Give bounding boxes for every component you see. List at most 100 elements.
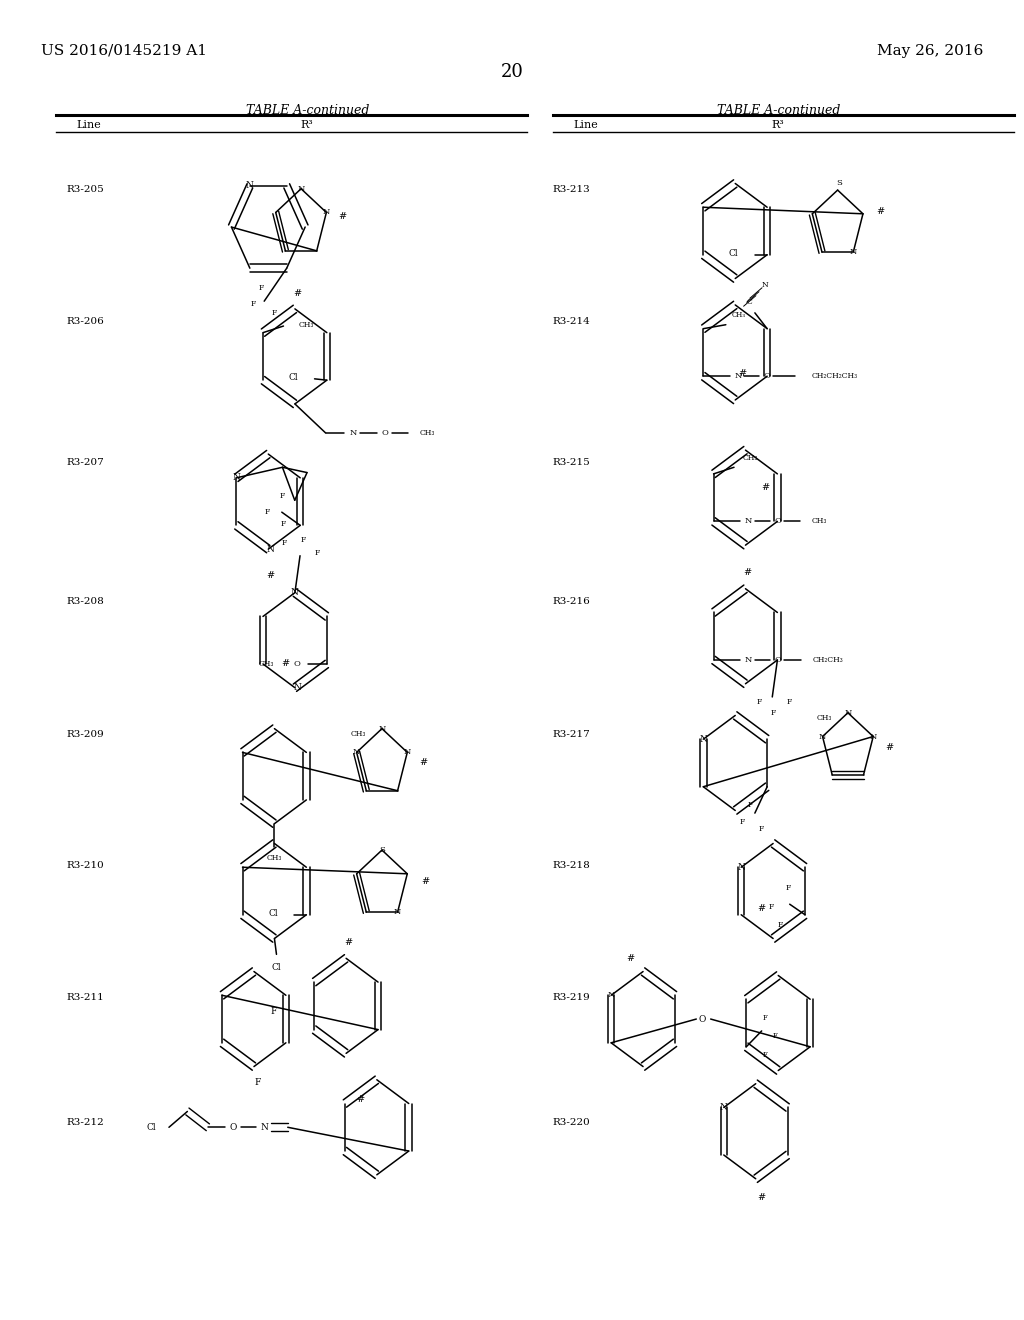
Text: F: F	[739, 818, 744, 826]
Text: N: N	[403, 748, 411, 756]
Text: CH₃: CH₃	[812, 517, 827, 525]
Text: R³: R³	[772, 120, 784, 131]
Text: N: N	[607, 991, 614, 999]
Text: N: N	[869, 733, 877, 741]
Text: CH₃: CH₃	[299, 321, 314, 329]
Text: N: N	[699, 735, 708, 743]
Text: R3-211: R3-211	[67, 993, 104, 1002]
Text: R3-215: R3-215	[553, 458, 591, 467]
Text: Line: Line	[77, 120, 101, 131]
Text: Cl: Cl	[268, 909, 278, 917]
Text: TABLE A-continued: TABLE A-continued	[717, 104, 840, 117]
Text: F: F	[759, 825, 764, 833]
Text: #: #	[627, 954, 635, 962]
Text: N: N	[349, 429, 357, 437]
Text: N: N	[378, 725, 386, 733]
Text: CH₃: CH₃	[817, 714, 833, 722]
Text: F: F	[251, 300, 256, 308]
Text: N: N	[844, 709, 852, 717]
Text: R3-205: R3-205	[67, 185, 104, 194]
Text: Cl: Cl	[146, 1123, 157, 1131]
Text: CH₃: CH₃	[732, 312, 745, 319]
Text: CH₃: CH₃	[420, 429, 435, 437]
Text: R3-206: R3-206	[67, 317, 104, 326]
Text: O: O	[293, 660, 300, 668]
Text: #: #	[885, 743, 893, 751]
Text: F: F	[771, 709, 776, 717]
Text: F: F	[282, 539, 288, 546]
Text: F: F	[255, 1078, 261, 1086]
Text: F: F	[264, 508, 269, 516]
Text: S: S	[379, 846, 385, 854]
Text: C: C	[748, 298, 753, 306]
Text: O: O	[382, 429, 388, 437]
Text: #: #	[758, 904, 766, 912]
Text: #: #	[266, 572, 274, 579]
Text: F: F	[280, 492, 285, 500]
Text: #: #	[877, 207, 885, 215]
Text: F: F	[259, 284, 264, 292]
Text: N: N	[232, 474, 241, 482]
Text: CH₃: CH₃	[266, 854, 283, 862]
Text: R3-207: R3-207	[67, 458, 104, 467]
Text: R3-220: R3-220	[553, 1118, 591, 1127]
Text: Cl: Cl	[271, 964, 282, 972]
Text: #: #	[761, 483, 769, 491]
Text: CH₃: CH₃	[351, 730, 367, 738]
Text: F: F	[300, 536, 306, 544]
Text: R3-216: R3-216	[553, 597, 591, 606]
Text: F: F	[757, 698, 762, 706]
Text: F: F	[777, 921, 782, 929]
Text: N: N	[744, 517, 752, 525]
Text: N: N	[297, 185, 305, 193]
Text: #: #	[338, 213, 346, 220]
Text: R3-209: R3-209	[67, 730, 104, 739]
Text: O: O	[774, 517, 781, 525]
Text: N: N	[246, 181, 254, 190]
Text: #: #	[743, 569, 752, 577]
Text: R3-218: R3-218	[553, 861, 591, 870]
Text: F: F	[773, 1032, 777, 1040]
Text: CH₃: CH₃	[742, 454, 758, 462]
Text: May 26, 2016: May 26, 2016	[877, 44, 983, 58]
Text: O: O	[698, 1015, 707, 1023]
Text: N: N	[353, 748, 360, 756]
Text: #: #	[293, 289, 301, 297]
Text: F: F	[271, 309, 278, 317]
Text: N: N	[850, 248, 857, 256]
Text: F: F	[786, 884, 792, 892]
Text: Cl: Cl	[729, 249, 738, 257]
Text: F: F	[763, 1014, 767, 1022]
Text: O: O	[763, 372, 770, 380]
Text: #: #	[344, 939, 352, 946]
Text: #: #	[282, 660, 290, 668]
Text: N: N	[291, 589, 299, 597]
Text: R3-217: R3-217	[553, 730, 591, 739]
Text: CH₂CH₂CH₃: CH₂CH₂CH₃	[812, 372, 858, 380]
Text: N: N	[720, 1104, 728, 1111]
Text: CH₂CH₃: CH₂CH₃	[813, 656, 844, 664]
Text: CH₃: CH₃	[258, 660, 273, 668]
Text: US 2016/0145219 A1: US 2016/0145219 A1	[41, 44, 207, 58]
Text: R³: R³	[301, 120, 313, 131]
Text: R3-213: R3-213	[553, 185, 591, 194]
Text: F: F	[769, 903, 774, 911]
Text: N: N	[762, 281, 768, 289]
Text: F: F	[787, 698, 793, 706]
Text: F: F	[270, 1007, 276, 1015]
Text: F: F	[281, 520, 286, 528]
Text: N: N	[394, 908, 401, 916]
Text: N: N	[323, 209, 330, 216]
Text: F: F	[314, 549, 321, 557]
Text: O: O	[774, 656, 781, 664]
Text: N: N	[266, 545, 274, 553]
Text: N: N	[734, 372, 741, 380]
Text: R3-219: R3-219	[553, 993, 591, 1002]
Text: F: F	[763, 1051, 767, 1059]
Text: N: N	[293, 684, 301, 692]
Text: #: #	[738, 370, 746, 378]
Text: #: #	[757, 1193, 765, 1201]
Text: N: N	[744, 656, 752, 664]
Text: N: N	[737, 863, 745, 871]
Text: N: N	[260, 1123, 268, 1131]
